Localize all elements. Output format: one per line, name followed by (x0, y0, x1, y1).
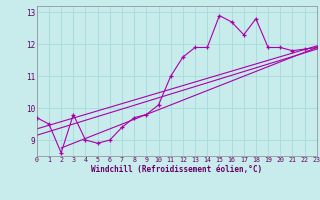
X-axis label: Windchill (Refroidissement éolien,°C): Windchill (Refroidissement éolien,°C) (91, 165, 262, 174)
